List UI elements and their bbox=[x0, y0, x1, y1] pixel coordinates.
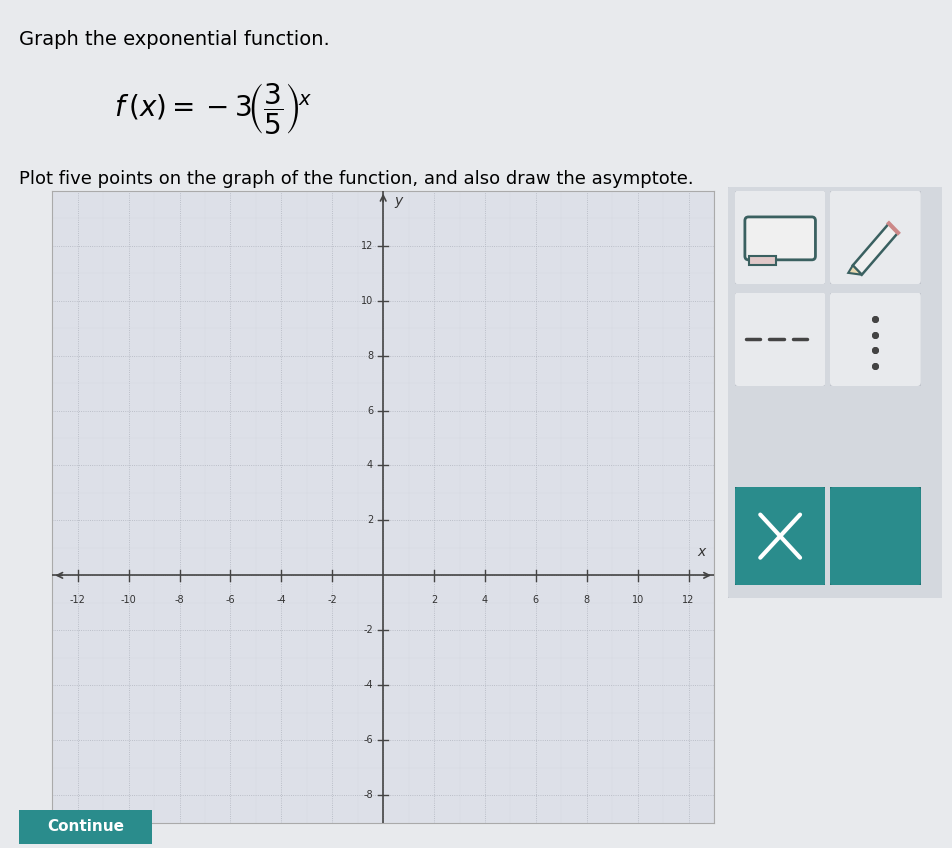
Text: -4: -4 bbox=[277, 594, 287, 605]
FancyBboxPatch shape bbox=[12, 808, 159, 845]
Text: $f\,(x)=-3\!\left(\dfrac{3}{5}\right)^{\!x}$: $f\,(x)=-3\!\left(\dfrac{3}{5}\right)^{\… bbox=[114, 81, 312, 136]
Text: -10: -10 bbox=[121, 594, 136, 605]
Text: 4: 4 bbox=[482, 594, 488, 605]
Text: Plot five points on the graph of the function, and also draw the asymptote.: Plot five points on the graph of the fun… bbox=[19, 170, 694, 187]
Text: -6: -6 bbox=[364, 735, 373, 745]
Text: -2: -2 bbox=[364, 625, 373, 635]
Text: 10: 10 bbox=[361, 296, 373, 305]
Text: 6: 6 bbox=[533, 594, 539, 605]
FancyBboxPatch shape bbox=[829, 190, 922, 285]
Text: -8: -8 bbox=[175, 594, 185, 605]
Text: 8: 8 bbox=[367, 350, 373, 360]
Text: y: y bbox=[394, 193, 403, 208]
Text: 2: 2 bbox=[367, 516, 373, 526]
Text: Graph the exponential function.: Graph the exponential function. bbox=[19, 30, 329, 48]
FancyBboxPatch shape bbox=[734, 486, 826, 586]
FancyBboxPatch shape bbox=[829, 486, 922, 586]
Text: -2: -2 bbox=[327, 594, 337, 605]
Text: -4: -4 bbox=[364, 680, 373, 690]
FancyBboxPatch shape bbox=[744, 217, 816, 259]
Text: 2: 2 bbox=[431, 594, 437, 605]
Text: 12: 12 bbox=[361, 241, 373, 251]
Polygon shape bbox=[853, 223, 898, 275]
FancyBboxPatch shape bbox=[829, 486, 922, 586]
Text: x: x bbox=[697, 545, 705, 559]
Text: 12: 12 bbox=[683, 594, 695, 605]
Text: Continue: Continue bbox=[48, 819, 124, 834]
Polygon shape bbox=[748, 256, 776, 265]
FancyBboxPatch shape bbox=[734, 486, 826, 586]
Text: 6: 6 bbox=[367, 405, 373, 416]
Text: -12: -12 bbox=[69, 594, 86, 605]
FancyBboxPatch shape bbox=[726, 182, 944, 602]
Text: 10: 10 bbox=[631, 594, 644, 605]
Text: -8: -8 bbox=[364, 790, 373, 801]
FancyBboxPatch shape bbox=[734, 292, 826, 387]
FancyBboxPatch shape bbox=[829, 292, 922, 387]
Text: 4: 4 bbox=[367, 460, 373, 471]
Polygon shape bbox=[848, 265, 862, 275]
Text: -6: -6 bbox=[226, 594, 235, 605]
Text: 8: 8 bbox=[584, 594, 590, 605]
FancyBboxPatch shape bbox=[734, 190, 826, 285]
